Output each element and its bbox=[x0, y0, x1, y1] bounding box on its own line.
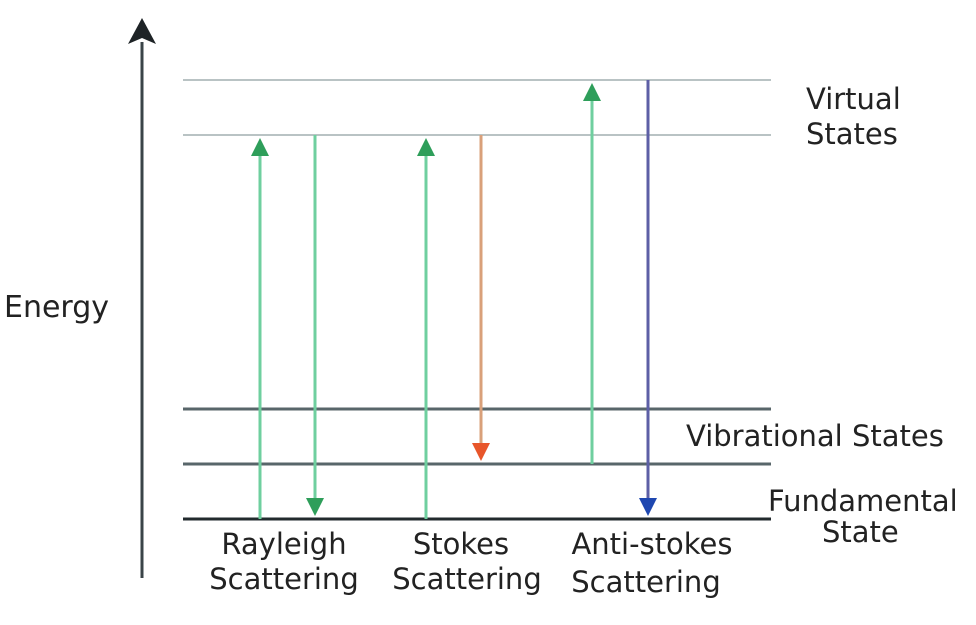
rayleigh-label-line2: Scattering bbox=[209, 562, 358, 596]
antistokes-emission-arrowhead bbox=[639, 498, 657, 516]
fundamental-state-label-line2: State bbox=[822, 515, 899, 549]
rayleigh-emission-arrowhead bbox=[306, 498, 324, 516]
vibrational-states-label: Vibrational States bbox=[686, 419, 944, 453]
stokes-label-line2: Scattering bbox=[392, 562, 541, 596]
antistokes-excitation-arrowhead bbox=[583, 83, 601, 101]
antistokes-label-line2: Scattering bbox=[571, 565, 720, 599]
stokes-label-line1: Stokes bbox=[413, 527, 509, 561]
stokes-excitation-arrowhead bbox=[417, 138, 435, 156]
energy-axis-arrowhead bbox=[128, 18, 156, 44]
virtual-states-label-line1: Virtual bbox=[806, 82, 901, 116]
fundamental-state-label-line1: Fundamental bbox=[768, 484, 958, 518]
stokes-emission-arrowhead bbox=[472, 443, 490, 461]
antistokes-label-line1: Anti-stokes bbox=[571, 527, 732, 561]
rayleigh-excitation-arrowhead bbox=[251, 138, 269, 156]
virtual-states-label-line2: States bbox=[806, 117, 898, 151]
energy-axis-label: Energy bbox=[4, 290, 109, 325]
rayleigh-label-line1: Rayleigh bbox=[221, 527, 346, 561]
